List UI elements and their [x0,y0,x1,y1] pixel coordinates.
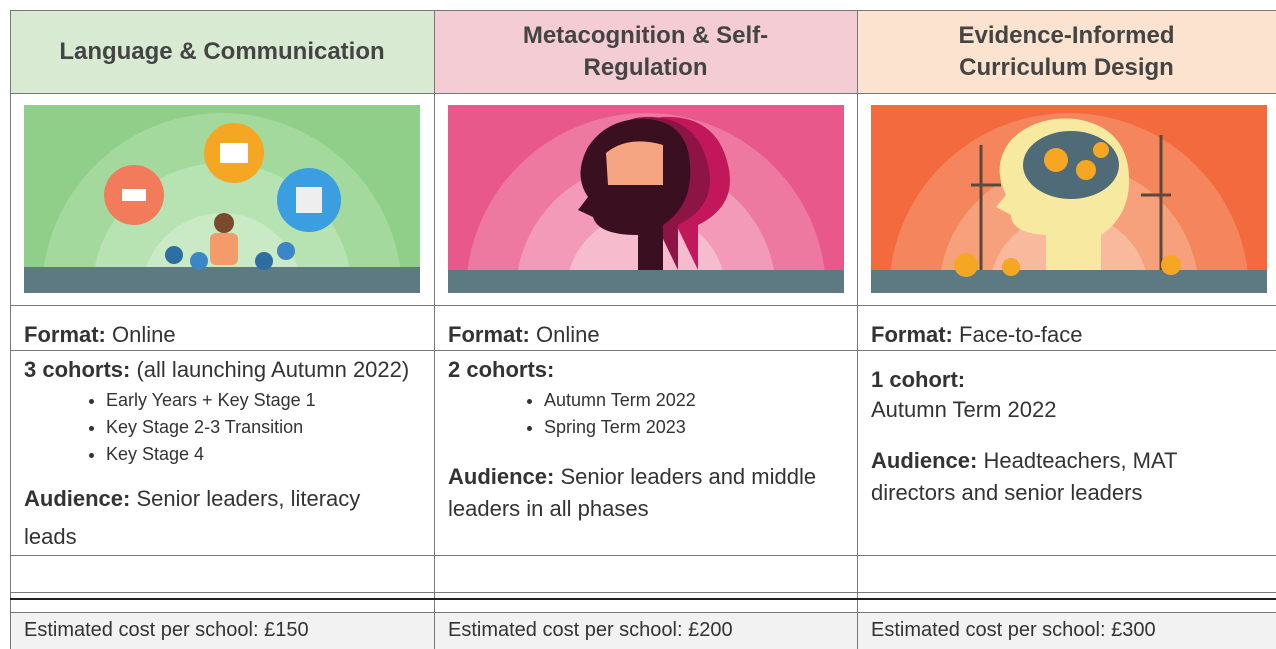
cohorts-note: (all launching Autumn 2022) [136,357,410,382]
cohorts-note: Autumn Term 2022 [871,397,1057,422]
course-column: Metacognition & Self-Regulation Format: … [434,10,857,649]
cohorts-label: 1 cohort: [871,367,966,392]
cohorts-label: 3 cohorts: [24,357,131,382]
audience-value: Senior leaders and middle leaders in all… [448,464,817,521]
cohorts-line: 3 cohorts: (all launching Autumn 2022) [24,355,420,385]
format-value: Online [536,322,600,347]
course-details: 1 cohort: Autumn Term 2022 Audience: Hea… [871,365,1262,509]
audience-value: Senior leaders, literacy leads [24,486,361,549]
cohort-item: Spring Term 2023 [544,414,843,441]
course-title: Evidence-Informed Curriculum Design [857,10,1276,93]
audience-value: Headteachers, MAT directors and senior l… [871,448,1178,505]
course-details: 3 cohorts: (all launching Autumn 2022) E… [24,355,420,556]
course-title: Metacognition & Self-Regulation [434,10,857,93]
cell-border [10,350,1276,351]
course-column: Language & Communication Format: Online … [10,10,434,649]
cell-border [10,555,1276,556]
audience-line: Audience: Headteachers, MAT directors an… [871,445,1262,509]
cohorts-line: 1 cohort: [871,365,1262,395]
cell-border [857,10,858,649]
course-details: 2 cohorts: Autumn Term 2022 Spring Term … [448,355,843,525]
cohorts-label: 2 cohorts: [448,357,555,382]
cell-border [10,612,1276,613]
format-value: Online [112,322,176,347]
cell-border [10,598,1276,600]
cell-border [10,10,11,649]
format-label: Format: [448,322,530,347]
course-illustration [24,105,420,293]
audience-label: Audience: [448,464,555,489]
audience-label: Audience: [24,486,131,511]
cell-border [10,305,1276,306]
audience-line: Audience: Senior leaders, literacy leads [24,480,420,556]
course-illustration [448,105,844,293]
audience-line: Audience: Senior leaders and middle lead… [448,461,843,525]
cell-border [434,10,435,649]
cost: Estimated cost per school: £300 [857,612,1276,649]
format-line: Format: Face-to-face [871,315,1083,355]
cohort-list: Early Years + Key Stage 1 Key Stage 2-3 … [24,387,420,468]
format-label: Format: [24,322,106,347]
cell-border [10,10,1276,11]
course-column: Evidence-Informed Curriculum Design Form… [857,10,1276,649]
cohorts-line: 2 cohorts: [448,355,843,385]
cell-border [10,592,1276,593]
format-line: Format: Online [24,315,176,355]
cost: Estimated cost per school: £200 [434,612,857,649]
cell-border [10,93,1276,94]
cohort-item: Early Years + Key Stage 1 [106,387,420,414]
format-label: Format: [871,322,953,347]
cohort-item: Autumn Term 2022 [544,387,843,414]
audience-label: Audience: [871,448,978,473]
cohort-item: Key Stage 2-3 Transition [106,414,420,441]
cohort-list: Autumn Term 2022 Spring Term 2023 [448,387,843,441]
course-illustration [871,105,1267,293]
course-title: Language & Communication [10,10,434,93]
cohort-item: Key Stage 4 [106,441,420,468]
format-line: Format: Online [448,315,600,355]
format-value: Face-to-face [959,322,1083,347]
cost: Estimated cost per school: £150 [10,612,434,649]
